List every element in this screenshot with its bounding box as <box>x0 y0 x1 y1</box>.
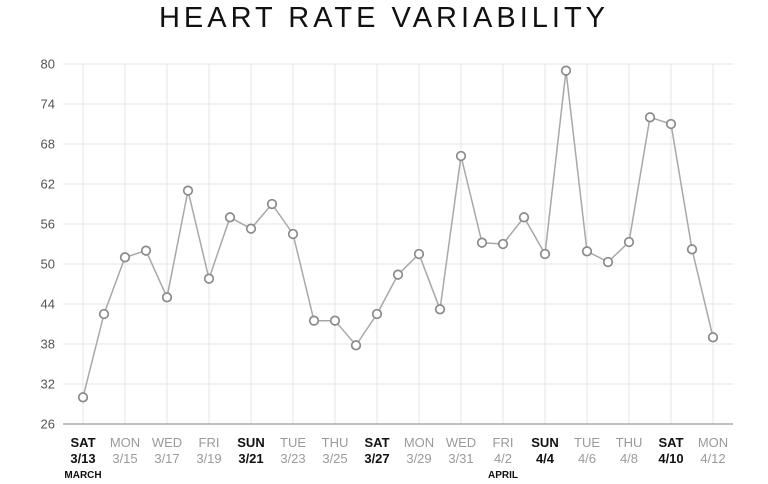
x-tick-date: 3/25 <box>322 451 347 466</box>
x-tick-date: 3/21 <box>238 451 263 466</box>
data-point <box>413 248 425 260</box>
data-point <box>623 236 635 248</box>
data-point <box>392 269 404 280</box>
data-point <box>98 308 110 320</box>
y-tick-label: 56 <box>41 217 55 232</box>
x-tick-day: THU <box>616 435 643 450</box>
y-tick-label: 50 <box>41 257 55 272</box>
data-point <box>476 237 488 248</box>
data-point <box>707 332 719 343</box>
data-point <box>497 238 509 250</box>
y-tick-label: 32 <box>41 377 55 392</box>
x-tick-day: MON <box>110 435 140 450</box>
x-tick-day: MON <box>404 435 434 450</box>
data-point <box>308 315 320 326</box>
data-point <box>350 340 362 351</box>
x-tick-day: WED <box>446 435 476 450</box>
x-tick-date: 3/13 <box>70 451 95 466</box>
x-tick-day: THU <box>322 435 349 450</box>
data-point <box>119 252 131 263</box>
data-point <box>203 273 215 284</box>
data-point <box>140 245 152 256</box>
x-tick-day: MON <box>698 435 728 450</box>
data-point <box>539 248 551 260</box>
grid-layer <box>63 63 733 425</box>
data-point <box>686 244 698 255</box>
x-tick-day: SAT <box>658 435 683 450</box>
x-tick-day: SAT <box>364 435 389 450</box>
x-tick-day: SAT <box>70 435 95 450</box>
x-tick-day: SUN <box>237 435 264 450</box>
x-tick-date: 3/31 <box>448 451 473 466</box>
x-month-label: APRIL <box>488 470 518 481</box>
data-point <box>518 212 530 223</box>
data-point <box>245 223 257 234</box>
chart-title: HEART RATE VARIABILITY <box>158 2 610 34</box>
data-point <box>161 292 173 303</box>
data-point <box>560 65 572 76</box>
data-point <box>434 304 446 315</box>
x-axis: SAT3/13MARCHMON3/15WED3/17FRI3/19SUN3/21… <box>64 435 728 481</box>
data-point <box>266 198 278 210</box>
x-tick-day: TUE <box>280 435 306 450</box>
x-tick-day: FRI <box>493 435 514 450</box>
x-tick-date: 4/4 <box>536 451 555 466</box>
x-tick-date: 3/29 <box>406 451 431 466</box>
y-tick-label: 44 <box>41 297 55 312</box>
x-tick-date: 3/23 <box>280 451 305 466</box>
x-tick-date: 3/19 <box>196 451 221 466</box>
x-tick-day: WED <box>152 435 182 450</box>
x-tick-date: 4/8 <box>620 451 638 466</box>
y-axis: 80 74 68 62 56 50 44 38 32 26 <box>41 57 55 432</box>
y-tick-label: 62 <box>41 177 55 192</box>
series-line <box>82 69 714 398</box>
x-tick-date: 3/17 <box>154 451 179 466</box>
data-point <box>644 112 656 123</box>
series-layer <box>77 65 719 403</box>
x-tick-date: 3/15 <box>112 451 137 466</box>
x-tick-day: SUN <box>531 435 558 450</box>
data-point <box>224 212 236 223</box>
y-tick-label: 26 <box>41 417 55 432</box>
data-point <box>287 228 299 240</box>
x-tick-day: FRI <box>199 435 220 450</box>
x-tick-date: 4/10 <box>658 451 683 466</box>
data-point <box>665 118 677 130</box>
y-tick-label: 74 <box>41 97 55 112</box>
data-point <box>371 308 383 320</box>
data-point <box>77 392 89 403</box>
x-tick-day: TUE <box>574 435 600 450</box>
x-tick-date: 4/12 <box>700 451 725 466</box>
y-tick-label: 68 <box>41 137 55 152</box>
x-tick-date: 4/2 <box>494 451 512 466</box>
data-point <box>329 315 341 326</box>
y-tick-label: 38 <box>41 337 55 352</box>
x-month-label: MARCH <box>64 470 101 481</box>
data-point <box>581 246 593 257</box>
y-tick-label: 80 <box>41 57 55 72</box>
data-point <box>602 256 614 268</box>
x-tick-date: 3/27 <box>364 451 389 466</box>
x-tick-date: 4/6 <box>578 451 596 466</box>
data-point <box>455 150 467 162</box>
data-point <box>182 185 194 196</box>
